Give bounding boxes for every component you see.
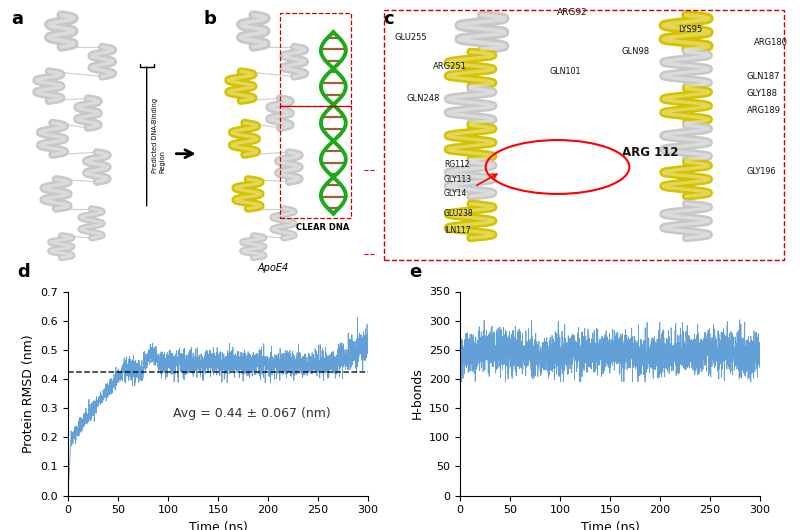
Text: RG112: RG112	[444, 160, 470, 169]
X-axis label: Time (ns): Time (ns)	[189, 521, 247, 530]
Text: e: e	[409, 263, 422, 281]
Text: ARG251: ARG251	[433, 62, 466, 71]
Text: GLN187: GLN187	[746, 72, 780, 81]
Text: GLN248: GLN248	[406, 94, 440, 103]
X-axis label: Time (ns): Time (ns)	[581, 521, 639, 530]
Text: GLY14: GLY14	[444, 189, 467, 198]
Text: ARG189: ARG189	[746, 106, 781, 115]
Text: GLU238: GLU238	[444, 209, 474, 218]
Text: ApoE4: ApoE4	[258, 262, 289, 272]
Text: ARG 112: ARG 112	[622, 146, 678, 159]
Text: GLN101: GLN101	[550, 67, 581, 76]
Text: ILN117: ILN117	[444, 226, 470, 235]
Text: GLY113: GLY113	[444, 175, 472, 184]
Text: b: b	[203, 10, 217, 28]
Text: CLEAR DNA: CLEAR DNA	[296, 223, 350, 232]
Text: GLY188: GLY188	[746, 89, 778, 98]
Text: c: c	[383, 10, 394, 28]
Text: GLN98: GLN98	[622, 47, 650, 56]
Text: d: d	[17, 263, 30, 281]
Text: Avg = 0.44 ± 0.067 (nm): Avg = 0.44 ± 0.067 (nm)	[173, 408, 330, 420]
Text: ARG180: ARG180	[754, 38, 788, 47]
Text: GLY196: GLY196	[746, 167, 776, 176]
Text: a: a	[11, 10, 23, 28]
Text: Predicted DNA-Binding
Region: Predicted DNA-Binding Region	[152, 98, 165, 173]
Y-axis label: H-bonds: H-bonds	[410, 368, 423, 419]
Text: LYS95: LYS95	[678, 25, 702, 34]
Y-axis label: Protein RMSD (nm): Protein RMSD (nm)	[22, 334, 35, 453]
Text: ARG92: ARG92	[558, 8, 588, 17]
Text: GLU255: GLU255	[395, 33, 427, 42]
